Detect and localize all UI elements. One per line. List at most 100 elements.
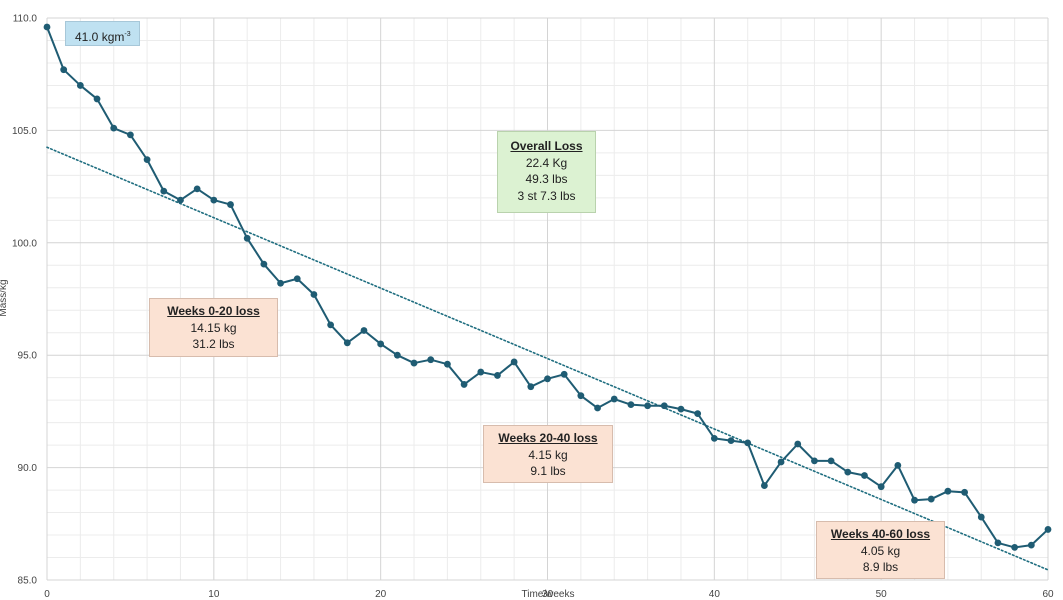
y-axis-ticks: 85.0 90.0 95.0 100.0 105.0 110.0 — [12, 14, 37, 587]
data-point — [760, 482, 768, 489]
data-point — [43, 23, 51, 31]
x-tick-label: 40 — [709, 589, 721, 600]
data-point — [193, 185, 201, 193]
weeks-20-40-title: Weeks 20-40 loss — [498, 431, 598, 445]
data-point — [177, 196, 184, 204]
data-point — [744, 439, 752, 447]
trendline — [46, 146, 1049, 571]
y-tick-label: 100.0 — [12, 238, 37, 249]
bmi-label: 41.0 kgm-3 — [65, 21, 140, 46]
data-point — [944, 487, 952, 495]
y-tick-label: 95.0 — [18, 351, 38, 362]
data-point — [694, 410, 702, 418]
weeks-20-40-loss-box: Weeks 20-40 loss 4.15 kg 9.1 lbs — [483, 425, 613, 483]
data-point — [594, 404, 601, 412]
y-tick-label: 90.0 — [18, 463, 38, 474]
weeks-40-60-title: Weeks 40-60 loss — [830, 527, 931, 541]
data-point — [627, 401, 635, 409]
weeks-40-60-loss-box: Weeks 40-60 loss 4.05 kg 8.9 lbs — [816, 521, 945, 579]
x-tick-label: 10 — [208, 589, 220, 600]
data-point — [894, 461, 902, 469]
y-tick-label: 85.0 — [18, 576, 38, 587]
data-point — [710, 434, 718, 442]
data-point — [377, 340, 385, 348]
data-point — [577, 392, 585, 400]
weeks-20-40-lbs: 9.1 lbs — [530, 464, 566, 478]
data-point — [76, 82, 84, 89]
data-point — [460, 381, 468, 388]
data-point — [360, 327, 368, 334]
data-point — [227, 201, 234, 208]
data-point — [927, 495, 935, 503]
data-point — [210, 196, 218, 204]
overall-loss-box: Overall Loss 22.4 Kg 49.3 lbs 3 st 7.3 l… — [497, 131, 596, 213]
overall-loss-title: Overall Loss — [510, 139, 583, 153]
weeks-0-20-lbs: 31.2 lbs — [192, 337, 235, 351]
data-point — [727, 437, 735, 445]
data-point — [510, 358, 518, 366]
data-point — [444, 360, 451, 368]
weeks-20-40-kg: 4.15 kg — [528, 447, 568, 462]
data-point — [911, 496, 918, 504]
weeks-0-20-kg: 14.15 kg — [190, 320, 237, 335]
trendline-path — [46, 146, 1049, 571]
data-point — [277, 279, 284, 287]
x-tick-label: 0 — [44, 589, 50, 600]
data-point — [644, 402, 651, 410]
x-axis-title: Time/weeks — [522, 589, 575, 600]
data-point — [427, 356, 435, 364]
data-point — [127, 131, 134, 139]
data-point — [93, 95, 101, 103]
data-point — [827, 457, 835, 465]
weeks-0-20-title: Weeks 0-20 loss — [167, 304, 260, 318]
data-point — [994, 539, 1002, 547]
overall-loss-lbs: 49.3 lbs — [525, 172, 568, 186]
data-point — [811, 457, 818, 465]
data-point — [110, 124, 118, 132]
bmi-exponent: -3 — [124, 31, 131, 38]
x-tick-label: 20 — [375, 589, 387, 600]
data-point — [861, 472, 868, 479]
data-point — [527, 383, 535, 391]
data-point — [293, 275, 301, 283]
overall-loss-stone: 3 st 7.3 lbs — [517, 188, 576, 203]
data-point — [393, 351, 401, 359]
bmi-value: 41.0 kgm — [75, 30, 125, 44]
data-point — [560, 370, 568, 378]
x-tick-label: 50 — [876, 589, 888, 600]
data-point — [844, 468, 852, 476]
data-point — [260, 260, 268, 268]
data-point — [961, 488, 968, 496]
data-point — [877, 483, 885, 491]
overall-loss-kg: 22.4 Kg — [525, 155, 568, 170]
data-point — [610, 395, 618, 403]
data-point — [143, 156, 151, 164]
data-point — [1044, 526, 1052, 533]
data-point — [410, 359, 418, 367]
data-point — [1011, 544, 1019, 551]
x-axis-ticks: 0 10 20 30 40 50 60 — [44, 589, 1054, 600]
data-point — [310, 291, 318, 298]
data-point — [1027, 541, 1035, 549]
data-point — [794, 440, 802, 448]
data-point — [977, 513, 985, 521]
data-point — [243, 234, 251, 242]
mass-series — [43, 23, 1052, 551]
data-point — [160, 187, 168, 195]
weeks-0-20-loss-box: Weeks 0-20 loss 14.15 kg 31.2 lbs — [149, 298, 278, 357]
x-tick-label: 60 — [1042, 589, 1054, 600]
data-point — [494, 372, 501, 379]
data-point — [677, 405, 685, 413]
data-point — [327, 321, 335, 329]
y-tick-label: 105.0 — [12, 126, 37, 137]
data-point — [477, 368, 485, 376]
data-point — [60, 66, 68, 74]
y-tick-label: 110.0 — [13, 14, 38, 25]
data-point — [544, 375, 551, 383]
weeks-40-60-lbs: 8.9 lbs — [862, 560, 899, 574]
y-axis-title: Mass/kg — [0, 279, 9, 316]
data-point — [343, 339, 351, 347]
data-point — [660, 402, 668, 410]
weeks-40-60-kg: 4.05 kg — [860, 543, 901, 558]
